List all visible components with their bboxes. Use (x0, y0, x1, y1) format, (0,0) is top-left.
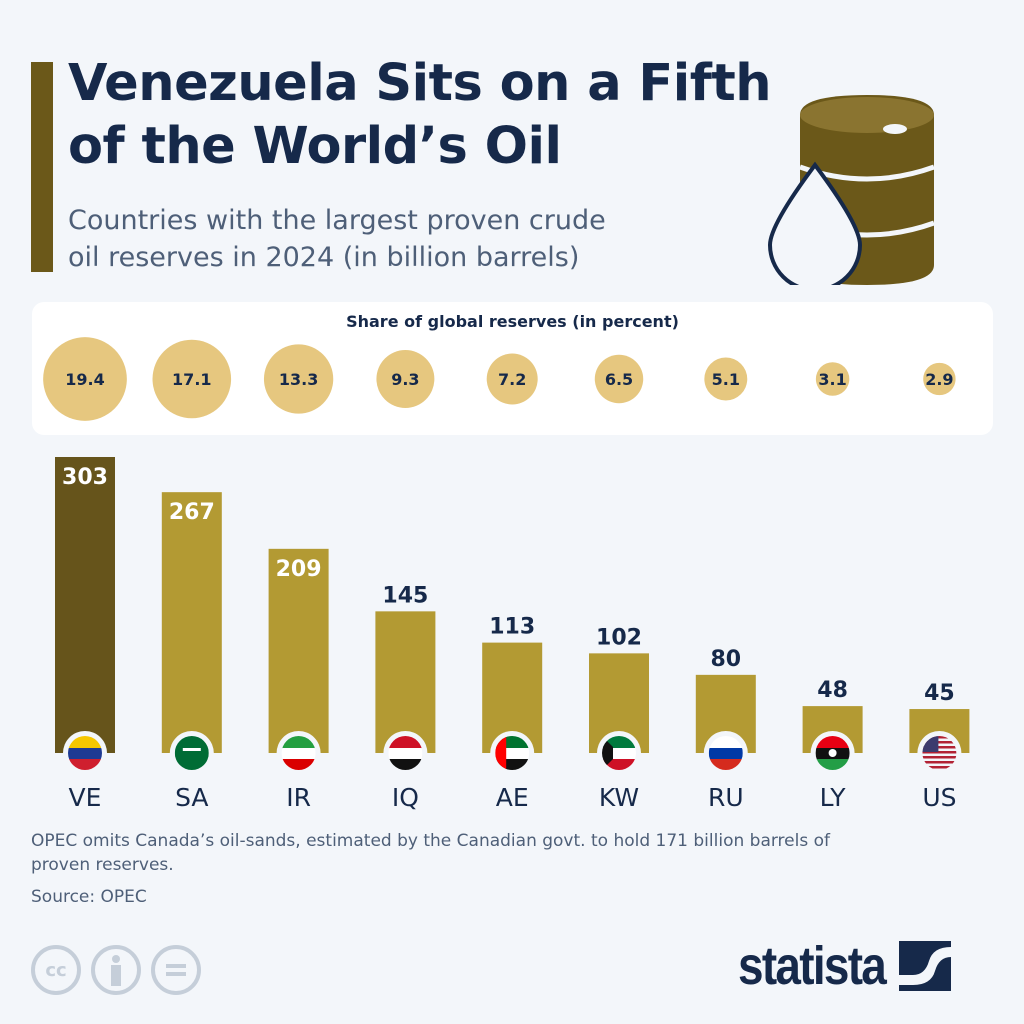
title-accent-bar (31, 62, 53, 272)
subtitle-line-1: Countries with the largest proven crude (68, 205, 606, 236)
value-label-SA: 267 (169, 500, 215, 525)
share-bubble-AE (486, 353, 538, 405)
page-title: Venezuela Sits on a Fifth of the World’s … (68, 52, 772, 178)
category-label-AE: AE (496, 783, 529, 812)
flag-IQ-icon (383, 731, 428, 775)
share-bubble-LY (815, 362, 850, 396)
title-line-1: Venezuela Sits on a Fifth (68, 54, 772, 113)
oil-barrel-icon (767, 95, 935, 285)
flag-IR-icon (276, 731, 321, 775)
share-label-IQ: 9.3 (391, 370, 419, 389)
oil-drop-icon (767, 161, 863, 285)
title-line-2: of the World’s Oil (68, 117, 562, 176)
subtitle: Countries with the largest proven crude o… (68, 202, 606, 276)
bar-VE (55, 457, 115, 753)
category-label-RU: RU (708, 783, 744, 812)
flag-AE-icon (490, 731, 535, 775)
value-label-RU: 80 (710, 647, 741, 672)
source: Source: OPEC (31, 887, 147, 907)
footnote-line-2: proven reserves. (31, 855, 174, 875)
bar-chart: 303 VE 19.4 267 SA 17.1 209 IR 13.3 145 IQ 9.3 113 AE… (43, 337, 970, 812)
category-label-SA: SA (175, 783, 208, 812)
share-bubble-RU (704, 357, 748, 401)
license-icons: cc (31, 945, 201, 995)
share-bubble-SA (152, 339, 232, 419)
share-label-VE: 19.4 (65, 370, 104, 389)
share-label-IR: 13.3 (279, 370, 318, 389)
value-label-VE: 303 (62, 465, 108, 490)
flag-LY-icon (810, 731, 855, 775)
flag-SA-icon (169, 731, 214, 775)
category-label-IQ: IQ (392, 783, 419, 812)
value-label-AE: 113 (489, 615, 535, 640)
category-label-VE: VE (69, 783, 102, 812)
footnote-line-1: OPEC omits Canada’s oil-sands, estimated… (31, 831, 830, 851)
value-label-LY: 48 (817, 678, 848, 703)
flag-RU-icon (703, 731, 748, 775)
subtitle-line-2: oil reserves in 2024 (in billion barrels… (68, 242, 580, 273)
statista-logo: statista (738, 935, 952, 997)
category-label-IR: IR (286, 783, 311, 812)
share-label-US: 2.9 (925, 370, 953, 389)
share-label-RU: 5.1 (712, 370, 740, 389)
statista-logo-text: statista (738, 936, 887, 996)
statista-logo-icon (899, 941, 952, 991)
bar-IR (268, 548, 329, 753)
value-label-IR: 209 (276, 557, 322, 582)
category-label-US: US (922, 783, 956, 812)
share-bubble-KW (594, 354, 644, 404)
value-label-IQ: 145 (382, 583, 428, 608)
share-bubble-VE (43, 337, 127, 421)
flag-KW-icon (597, 731, 641, 775)
cc-icon: cc (31, 945, 81, 995)
share-label-KW: 6.5 (605, 370, 633, 389)
share-bubble-IQ (376, 350, 435, 408)
bar-SA (161, 492, 222, 753)
share-bubble-US (923, 362, 956, 396)
flag-VE-icon (63, 731, 107, 775)
bar-IQ (375, 611, 436, 753)
share-label-SA: 17.1 (172, 370, 211, 389)
share-label-LY: 3.1 (818, 370, 846, 389)
footnote: OPEC omits Canada’s oil-sands, estimated… (31, 829, 991, 877)
no-derivatives-icon (151, 945, 201, 995)
share-panel-title: Share of global reserves (in percent) (346, 312, 679, 331)
category-label-KW: KW (599, 783, 639, 812)
attribution-icon (91, 945, 141, 995)
share-label-AE: 7.2 (498, 370, 526, 389)
share-bubble-IR (263, 344, 334, 414)
flag-US-icon (917, 731, 962, 775)
category-label-LY: LY (820, 783, 847, 812)
value-label-KW: 102 (596, 625, 642, 650)
value-label-US: 45 (924, 681, 955, 706)
